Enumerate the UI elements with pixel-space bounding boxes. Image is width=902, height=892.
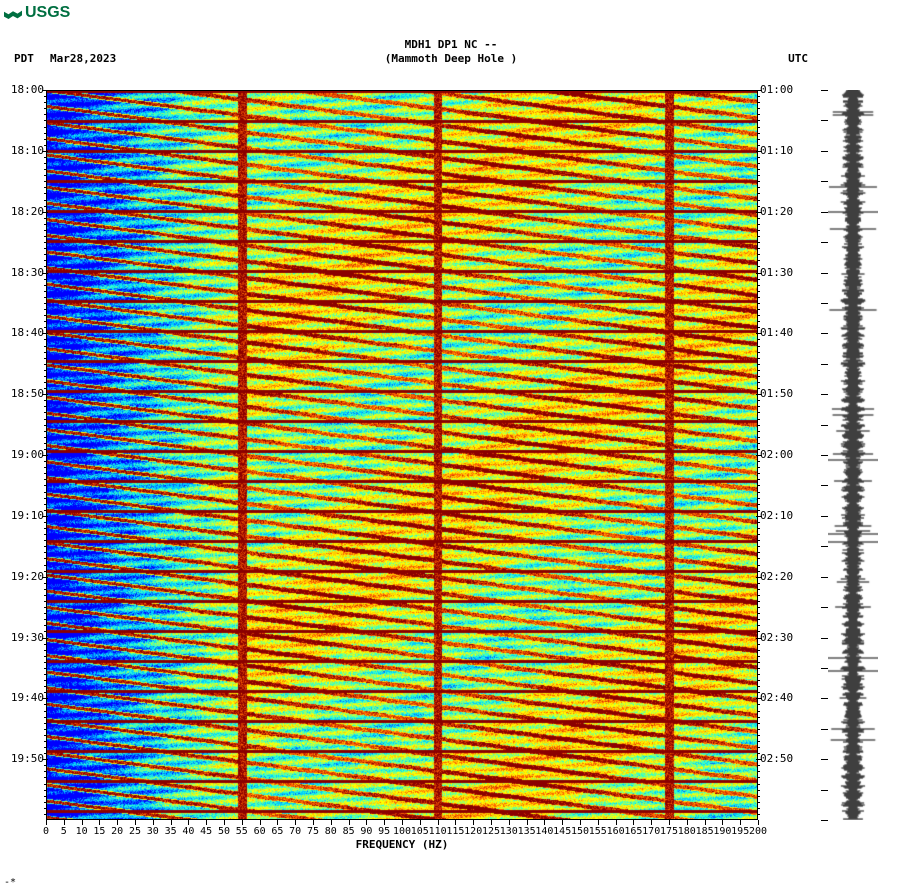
y-right-label: 02:30 bbox=[760, 633, 804, 643]
x-axis-label: FREQUENCY (HZ) bbox=[46, 838, 758, 851]
x-tick-label: 10 bbox=[76, 826, 88, 837]
trace-canvas bbox=[828, 90, 878, 820]
x-tick-label: 195 bbox=[731, 826, 749, 837]
x-tick-label: 200 bbox=[749, 826, 767, 837]
x-tick-label: 155 bbox=[589, 826, 607, 837]
right-timezone: UTC bbox=[788, 52, 808, 65]
trace-ticks bbox=[820, 90, 828, 820]
x-tick-label: 90 bbox=[360, 826, 372, 837]
y-right-label: 02:20 bbox=[760, 572, 804, 582]
x-tick-label: 15 bbox=[93, 826, 105, 837]
y-right-label: 01:10 bbox=[760, 146, 804, 156]
x-tick-label: 130 bbox=[500, 826, 518, 837]
date-label: Mar28,2023 bbox=[50, 52, 116, 65]
wave-icon bbox=[4, 7, 22, 19]
y-left-label: 19:40 bbox=[0, 693, 44, 703]
y-left-label: 18:30 bbox=[0, 268, 44, 278]
x-tick-label: 5 bbox=[61, 826, 67, 837]
y-axis-left: 18:0018:1018:2018:3018:4018:5019:0019:10… bbox=[0, 90, 44, 820]
y-right-label: 02:00 bbox=[760, 450, 804, 460]
y-axis-right: 01:0001:1001:2001:3001:4001:5002:0002:10… bbox=[760, 90, 804, 820]
x-tick-label: 70 bbox=[289, 826, 301, 837]
y-right-label: 02:10 bbox=[760, 511, 804, 521]
x-tick-label: 135 bbox=[518, 826, 536, 837]
y-left-label: 19:10 bbox=[0, 511, 44, 521]
y-right-label: 02:50 bbox=[760, 754, 804, 764]
y-right-label: 01:20 bbox=[760, 207, 804, 217]
x-tick-label: 95 bbox=[378, 826, 390, 837]
y-left-label: 18:50 bbox=[0, 389, 44, 399]
y-left-label: 18:10 bbox=[0, 146, 44, 156]
x-tick-label: 80 bbox=[325, 826, 337, 837]
y-right-label: 01:00 bbox=[760, 85, 804, 95]
y-left-label: 19:20 bbox=[0, 572, 44, 582]
y-left-label: 18:20 bbox=[0, 207, 44, 217]
seismogram-trace bbox=[828, 90, 878, 820]
x-tick-label: 125 bbox=[482, 826, 500, 837]
y-right-label: 01:50 bbox=[760, 389, 804, 399]
y-left-label: 19:00 bbox=[0, 450, 44, 460]
x-tick-label: 85 bbox=[343, 826, 355, 837]
x-tick-label: 55 bbox=[236, 826, 248, 837]
y-right-label: 02:40 bbox=[760, 693, 804, 703]
station-subtitle: (Mammoth Deep Hole ) bbox=[0, 52, 902, 65]
y-left-label: 19:30 bbox=[0, 633, 44, 643]
x-tick-label: 160 bbox=[607, 826, 625, 837]
x-tick-label: 140 bbox=[535, 826, 553, 837]
x-tick-label: 145 bbox=[553, 826, 571, 837]
footer-mark: -* bbox=[4, 877, 16, 888]
x-tick-label: 120 bbox=[464, 826, 482, 837]
x-tick-label: 170 bbox=[642, 826, 660, 837]
x-tick-label: 175 bbox=[660, 826, 678, 837]
x-tick-label: 65 bbox=[271, 826, 283, 837]
x-tick-label: 165 bbox=[624, 826, 642, 837]
x-tick-label: 35 bbox=[165, 826, 177, 837]
usgs-logo: USGS bbox=[4, 4, 70, 22]
x-tick-label: 150 bbox=[571, 826, 589, 837]
station-title: MDH1 DP1 NC -- bbox=[0, 38, 902, 51]
x-tick-label: 25 bbox=[129, 826, 141, 837]
y-left-label: 19:50 bbox=[0, 754, 44, 764]
x-tick-label: 40 bbox=[182, 826, 194, 837]
x-tick-label: 105 bbox=[411, 826, 429, 837]
logo-text: USGS bbox=[25, 4, 70, 22]
left-timezone: PDT bbox=[14, 52, 34, 65]
x-tick-label: 185 bbox=[696, 826, 714, 837]
y-right-label: 01:40 bbox=[760, 328, 804, 338]
x-tick-label: 45 bbox=[200, 826, 212, 837]
x-tick-label: 20 bbox=[111, 826, 123, 837]
x-tick-label: 60 bbox=[254, 826, 266, 837]
y-right-label: 01:30 bbox=[760, 268, 804, 278]
x-tick-label: 100 bbox=[393, 826, 411, 837]
x-tick-label: 75 bbox=[307, 826, 319, 837]
x-tick-label: 30 bbox=[147, 826, 159, 837]
y-left-label: 18:00 bbox=[0, 85, 44, 95]
x-tick-label: 0 bbox=[43, 826, 49, 837]
x-tick-label: 180 bbox=[678, 826, 696, 837]
y-left-label: 18:40 bbox=[0, 328, 44, 338]
x-tick-label: 190 bbox=[713, 826, 731, 837]
spectrogram-chart bbox=[46, 90, 758, 820]
spectrogram-canvas bbox=[46, 90, 758, 820]
x-tick-label: 110 bbox=[429, 826, 447, 837]
x-tick-label: 50 bbox=[218, 826, 230, 837]
x-tick-label: 115 bbox=[446, 826, 464, 837]
